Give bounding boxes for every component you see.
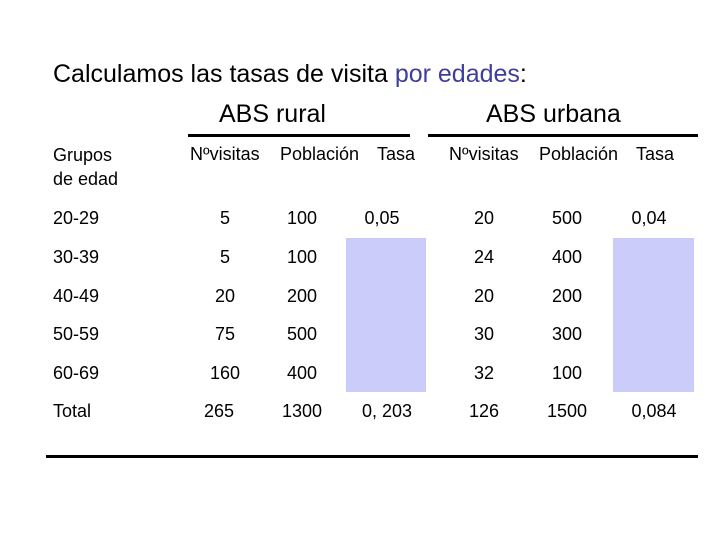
cell-urbana-poblacion: 100	[551, 363, 583, 383]
cell-urbana-visitas: 126	[468, 401, 500, 421]
cell-urbana-visitas: 24	[473, 247, 495, 267]
header-urbana-tasa: Tasa	[636, 144, 675, 164]
cell-rural-poblacion: 400	[286, 363, 318, 383]
cell-urbana-tasa: 0,084	[631, 401, 677, 421]
cell-rural-poblacion: 1300	[281, 401, 323, 421]
cell-grupo: 20-29	[53, 208, 100, 228]
table-bottom-rule	[46, 455, 698, 458]
header-urbana-poblacion: Población	[539, 144, 619, 164]
cell-rural-poblacion: 100	[286, 247, 318, 267]
urbana-tasa-blank-cells	[613, 238, 694, 392]
cell-rural-visitas: 75	[214, 324, 236, 344]
cell-grupo: 60-69	[53, 363, 100, 383]
title-suffix: :	[519, 60, 527, 88]
header-rural-tasa: Tasa	[377, 144, 416, 164]
cell-urbana-poblacion: 500	[551, 208, 583, 228]
group-heading-rural: ABS rural	[219, 100, 326, 128]
cell-rural-visitas: 265	[203, 401, 235, 421]
cell-urbana-visitas: 30	[473, 324, 495, 344]
header-rural-poblacion: Población	[280, 144, 360, 164]
cell-urbana-tasa: 0,04	[631, 208, 667, 228]
rural-group-rule	[188, 134, 410, 137]
header-grupos-line2: de edad	[53, 169, 119, 189]
slide-title: Calculamos las tasas de visita por edade…	[53, 60, 527, 89]
cell-urbana-poblacion: 200	[551, 286, 583, 306]
group-heading-urbana: ABS urbana	[486, 100, 621, 128]
cell-urbana-visitas: 20	[473, 286, 495, 306]
urbana-group-rule	[428, 134, 698, 137]
cell-urbana-poblacion: 1500	[546, 401, 588, 421]
cell-rural-visitas: 5	[219, 247, 230, 267]
cell-grupo: 30-39	[53, 247, 100, 267]
header-grupos-de-edad: Grupos de edad	[53, 143, 118, 191]
cell-urbana-visitas: 32	[473, 363, 495, 383]
cell-rural-tasa: 0,05	[364, 208, 400, 228]
cell-rural-poblacion: 500	[286, 324, 318, 344]
cell-grupo: 40-49	[53, 286, 100, 306]
title-highlight: por edades	[394, 60, 520, 88]
cell-rural-poblacion: 100	[286, 208, 318, 228]
cell-rural-visitas: 5	[219, 208, 230, 228]
cell-urbana-poblacion: 400	[551, 247, 583, 267]
cell-urbana-poblacion: 300	[551, 324, 583, 344]
cell-rural-tasa: 0, 203	[361, 401, 413, 421]
cell-urbana-visitas: 20	[473, 208, 495, 228]
cell-rural-visitas: 160	[209, 363, 241, 383]
rural-tasa-blank-cells	[346, 238, 426, 392]
cell-rural-poblacion: 200	[286, 286, 318, 306]
header-rural-visitas: Nºvisitas	[190, 144, 260, 164]
header-grupos-line1: Grupos	[53, 145, 113, 165]
cell-grupo: 50-59	[53, 324, 100, 344]
cell-grupo: Total	[53, 401, 92, 421]
header-urbana-visitas: Nºvisitas	[449, 144, 519, 164]
title-prefix: Calculamos las tasas de visita	[53, 60, 395, 88]
cell-rural-visitas: 20	[214, 286, 236, 306]
